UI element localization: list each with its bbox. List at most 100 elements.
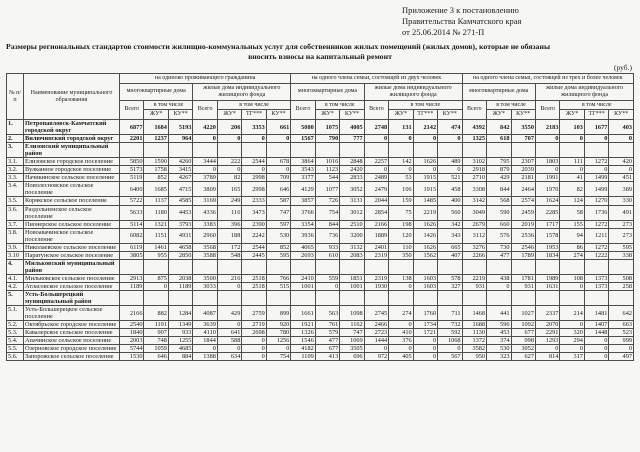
row-number: 3.10 [6, 250, 24, 260]
value-cell: 1001 [290, 281, 316, 292]
value-cell: 879 [486, 165, 512, 175]
value-cell: 1626 [412, 242, 439, 252]
value-cell: 41 [559, 173, 585, 183]
value-cell: 4585 [167, 196, 194, 206]
subheader-including: в том числе [486, 99, 536, 111]
subheader-individual-housing: жилые дома индивидуального жилищного фон… [363, 83, 463, 101]
value-cell: 2698 [241, 328, 267, 338]
value-cell: 338 [608, 250, 634, 260]
value-cell: 1760 [412, 305, 439, 322]
value-cell: 677 [314, 344, 341, 354]
value-cell: 420 [608, 157, 634, 167]
municipality-name: Елизовское городское поселение [23, 157, 120, 167]
value-cell: 258 [608, 281, 634, 292]
value-cell: 138 [388, 273, 414, 283]
value-cell: 567 [437, 352, 463, 362]
value-cell: 842 [486, 118, 512, 136]
value-cell: 1991 [534, 173, 561, 183]
value-cell: 3588 [192, 250, 218, 260]
value-cell: 610 [314, 250, 341, 260]
value-cell: 521 [437, 173, 463, 183]
value-cell: 1109 [290, 352, 316, 362]
value-cell: 3582 [461, 344, 488, 354]
value-cell: 0 [608, 134, 634, 144]
row-number: 3.8. [6, 227, 24, 244]
value-cell: 0 [143, 281, 169, 292]
value-cell: 0 [265, 344, 292, 354]
municipality-name: Озерновское городское поселение [23, 344, 120, 354]
value-cell [583, 258, 610, 275]
value-cell: 568 [486, 196, 512, 206]
value-cell: 2257 [363, 157, 390, 167]
value-cell: 1499 [583, 173, 610, 183]
value-cell [192, 142, 218, 159]
value-cell: 1255 [167, 336, 194, 346]
subheader-zhu: ЖУ* [388, 109, 414, 120]
value-cell [461, 258, 488, 275]
value-cell: 0 [216, 281, 243, 292]
value-cell: 1284 [167, 305, 194, 322]
value-cell: 3543 [290, 165, 316, 175]
value-cell: 641 [216, 328, 243, 338]
value-cell: 1567 [290, 134, 316, 144]
value-cell: 2918 [461, 165, 488, 175]
subheader-tg: ТГ*** [412, 109, 439, 120]
value-cell: 3789 [192, 173, 218, 183]
value-cell: 2536 [510, 227, 536, 244]
standards-table: № п/п Наименование муниципального образо… [6, 73, 635, 362]
value-cell: 1915 [412, 173, 439, 183]
value-cell: 1590 [143, 157, 169, 167]
value-cell: 214 [559, 305, 585, 322]
table-row: 3.7. Пионерское сельское поселение 5114 132… [6, 219, 634, 229]
municipality-name: Усть-Большерецкое сельское поселение [23, 305, 120, 322]
subheader-tg: ТГ*** [241, 109, 267, 120]
value-cell: 1631 [534, 281, 561, 292]
value-cell: 1626 [412, 157, 439, 167]
value-cell: 4931 [167, 227, 194, 244]
value-cell: 875 [143, 273, 169, 283]
value-cell: 317 [559, 352, 585, 362]
value-cell: 660 [486, 219, 512, 229]
value-cell: 508 [608, 273, 634, 283]
value-cell: 780 [265, 328, 292, 338]
value-cell: 1001 [339, 281, 365, 292]
value-cell: 0 [265, 134, 292, 144]
value-cell [314, 258, 341, 275]
value-cell: 1889 [363, 227, 390, 244]
subheader-ku: КУ** [265, 109, 292, 120]
table-row: 3.9. Николаевское сельское поселение 6119 1… [6, 242, 634, 252]
value-cell: 111 [559, 157, 585, 167]
value-cell: 376 [388, 336, 414, 346]
value-cell: 907 [143, 328, 169, 338]
value-cell [216, 258, 243, 275]
value-cell [510, 258, 536, 275]
value-cell: 4182 [290, 344, 316, 354]
value-cell: 489 [437, 157, 463, 167]
subheader-zhu: ЖУ* [486, 109, 512, 120]
value-cell: 274 [388, 305, 414, 322]
value-cell: 198 [388, 219, 414, 229]
value-cell: 2219 [412, 204, 439, 221]
value-cell [314, 290, 341, 307]
value-cell [486, 258, 512, 275]
value-cell: 3102 [461, 157, 488, 167]
value-cell: 595 [265, 250, 292, 260]
value-cell: 5080 [290, 118, 316, 136]
value-cell: 2679 [461, 219, 488, 229]
value-cell: 844 [486, 181, 512, 198]
value-cell [363, 258, 390, 275]
value-cell: 3473 [241, 204, 267, 221]
value-cell: 3444 [192, 157, 218, 167]
value-cell: 1562 [412, 250, 439, 260]
value-cell: 852 [143, 173, 169, 183]
value-cell [534, 142, 561, 159]
value-cell: 108 [559, 273, 585, 283]
subheader-apartment-buildings: многоквартирные дома [290, 83, 365, 101]
value-cell [437, 290, 463, 307]
value-cell: 3052 [510, 344, 536, 354]
row-number: 5.1. [6, 305, 24, 322]
value-cell [363, 290, 390, 307]
value-cell [461, 142, 488, 159]
municipality-name: Новоавачинское сельское поселение [23, 227, 120, 244]
value-cell: 188 [216, 227, 243, 244]
